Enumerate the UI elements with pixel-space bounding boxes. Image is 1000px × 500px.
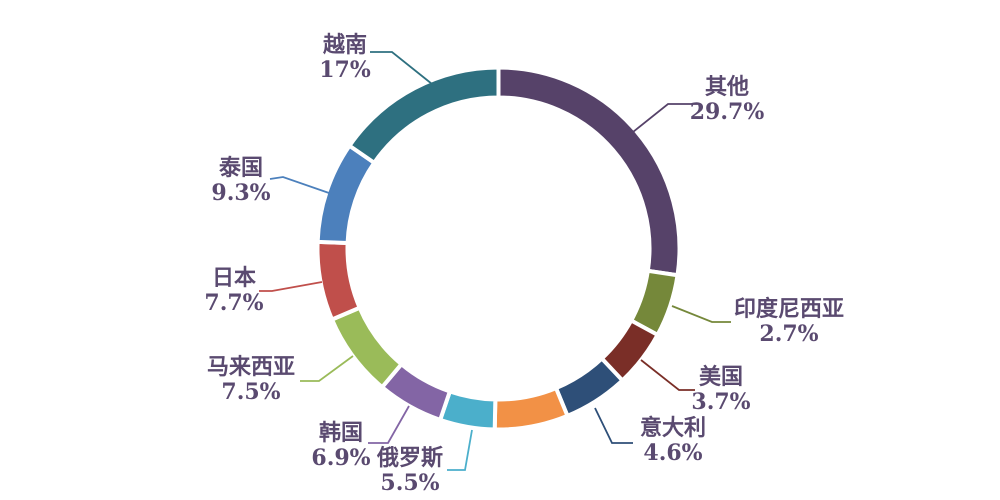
label-other: 其他 29.7%	[647, 75, 807, 125]
leader-line-korea	[368, 405, 410, 444]
label-thailand-pct: 9.3%	[211, 180, 271, 206]
slice-malaysia	[330, 305, 404, 390]
donut-slices	[315, 65, 682, 432]
label-italy: 意大利 4.6%	[593, 416, 753, 466]
label-korea-pct: 6.9%	[311, 445, 371, 471]
label-other-name: 其他	[704, 74, 749, 100]
label-malaysia: 马来西亚 7.5%	[171, 355, 331, 405]
label-indonesia: 印度尼西亚 2.7%	[709, 297, 869, 347]
leader-line-russia	[447, 429, 473, 471]
label-malaysia-name: 马来西亚	[206, 354, 295, 380]
slice-unlabeled	[492, 386, 570, 432]
label-vietnam-pct: 17%	[319, 57, 371, 83]
label-indonesia-name: 印度尼西亚	[733, 296, 844, 322]
label-italy-name: 意大利	[639, 415, 706, 441]
leader-line-other	[632, 103, 698, 133]
label-italy-pct: 4.6%	[643, 440, 703, 466]
label-usa-name: 美国	[698, 364, 743, 390]
slice-japan	[315, 239, 362, 322]
leader-line-indonesia	[671, 305, 731, 323]
label-japan-name: 日本	[211, 265, 256, 291]
label-russia-pct: 5.5%	[380, 470, 440, 496]
leader-line-malaysia	[300, 355, 354, 382]
leader-line-usa	[640, 359, 695, 391]
label-korea: 韩国 6.9%	[261, 421, 421, 471]
label-vietnam: 越南 17%	[265, 33, 425, 83]
leader-lines	[259, 51, 731, 471]
label-usa: 美国 3.7%	[641, 365, 801, 415]
label-thailand: 泰国 9.3%	[161, 156, 321, 206]
leader-line-italy	[594, 407, 633, 444]
label-usa-pct: 3.7%	[691, 389, 751, 415]
label-japan: 日本 7.7%	[154, 266, 314, 316]
label-vietnam-name: 越南	[322, 32, 367, 58]
label-thailand-name: 泰国	[218, 155, 263, 181]
slice-vietnam	[347, 65, 501, 165]
label-malaysia-pct: 7.5%	[221, 379, 281, 405]
leader-line-vietnam	[370, 51, 438, 89]
label-indonesia-pct: 2.7%	[759, 321, 819, 347]
leader-line-thailand	[269, 176, 330, 194]
label-korea-name: 韩国	[318, 420, 363, 446]
label-japan-pct: 7.7%	[204, 290, 264, 316]
leader-line-japan	[259, 281, 323, 292]
label-other-pct: 29.7%	[689, 99, 765, 125]
slice-thailand	[315, 143, 377, 245]
